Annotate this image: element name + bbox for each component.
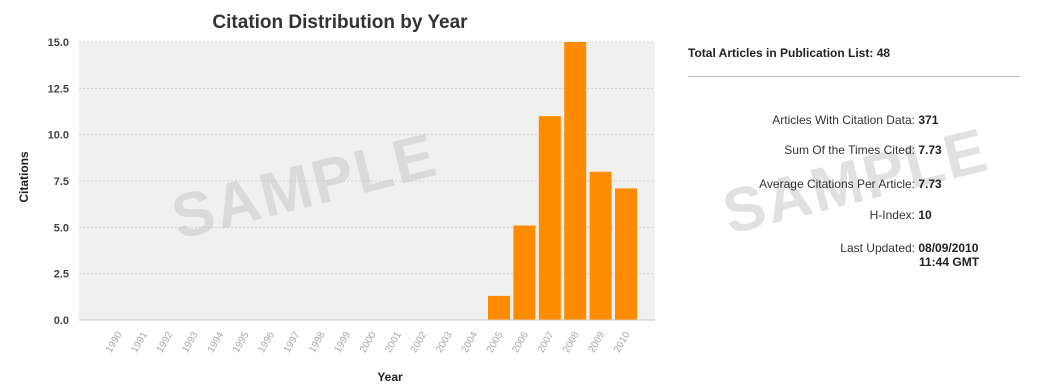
x-tick-label: 1997 [282,330,303,355]
x-tick-label: 1999 [333,330,354,355]
y-tick-label: 15.0 [48,37,69,49]
stat-value: 10 [918,208,932,222]
y-tick-label: 2.5 [54,269,69,281]
stat-row-articles-with-data: Articles With Citation Data: 371 [688,113,1028,127]
x-tick-label: 1996 [256,330,277,355]
stat-label: Articles With Citation Data: [772,113,915,127]
bar-2008 [564,42,587,320]
x-axis-title: Year [377,370,403,384]
y-tick-label: 12.5 [48,83,69,95]
x-tick-label: 2000 [358,330,379,355]
citation-chart: Citation Distribution by Year 0.0 2.5 5.0 7… [17,12,655,384]
x-tick-label: 1998 [307,330,328,355]
bar-2005 [488,295,510,320]
x-tick-label: 2006 [510,330,531,355]
stat-label: Average Citations Per Article: [759,177,915,191]
y-tick-label: 5.0 [54,222,69,234]
stat-value: 371 [918,113,939,127]
y-tick-label: 10.0 [48,130,69,142]
y-axis-title: Citations [17,151,31,203]
stat-row-sum-times-cited: Sum Of the Times Cited: 7.73 [688,143,1028,157]
x-tick-label: 2009 [587,330,608,355]
bar-2006 [513,225,536,320]
total-articles-label: Total Articles in Publication List: [688,46,874,60]
stat-label: Sum Of the Times Cited: [784,143,915,157]
x-tick-label: 1990 [104,330,125,355]
stat-value: 7.73 [918,177,942,191]
stat-value: 7.73 [918,143,942,157]
chart-svg: Citation Distribution by Year 0.0 2.5 5.0 7… [17,12,655,384]
x-tick-label: 1994 [206,330,227,355]
x-tick-label: 1993 [180,330,201,355]
chart-title: Citation Distribution by Year [212,12,468,33]
total-articles: Total Articles in Publication List: 48 [688,46,890,60]
x-tick-label: 1992 [155,330,176,355]
x-tick-label: 2010 [612,330,633,355]
x-tick-label: 2007 [536,330,557,355]
y-tick-label: 0.0 [54,315,69,327]
x-tick-label: 2005 [485,330,506,355]
total-articles-value: 48 [876,46,891,60]
stat-row-h-index: H-Index: 10 [688,208,1028,222]
x-tick-label: 2002 [409,330,430,355]
bar-2010 [615,188,637,320]
bar-2009 [589,171,612,320]
divider [688,76,1020,77]
x-tick-label: 2001 [383,330,404,355]
x-tick-label: 2004 [460,330,481,355]
x-tick-label: 1995 [231,330,252,355]
stat-label: H-Index: [869,208,915,222]
stats-panel: SAMPLE Total Articles in Publication Lis… [688,0,1048,385]
stat-row-average-citations: Average Citations Per Article: 7.73 [688,177,1028,191]
x-tick-label: 2003 [434,330,455,355]
bar-2007 [538,116,561,320]
y-tick-label: 7.5 [54,176,69,188]
x-tick-label: 2008 [561,330,582,355]
stat-row-last-updated: Last Updated: 08/09/2010 11:44 GMT [688,241,1028,269]
stat-value: 08/09/2010 [918,241,979,255]
stat-label: Last Updated: [840,241,915,255]
x-tick-label: 1991 [129,330,150,355]
stat-value-time: 11:44 GMT [919,255,980,269]
